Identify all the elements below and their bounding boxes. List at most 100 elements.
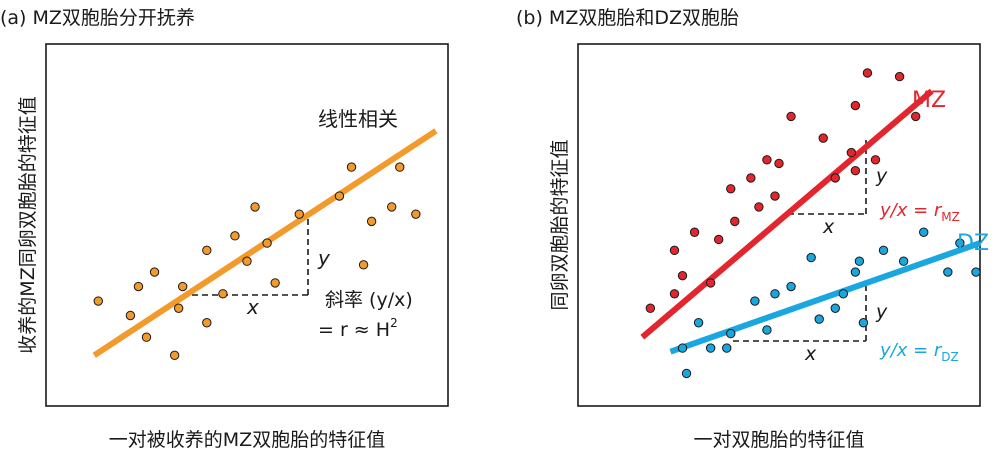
dz-point-13 — [830, 303, 840, 313]
dz-ratio-label: y/x = rDZ — [879, 340, 959, 364]
mz-point-12 — [762, 155, 772, 165]
dz-point-15 — [850, 267, 861, 277]
mz-point-15 — [786, 111, 796, 122]
panel-a-slope-label: 斜率 (y/x) — [325, 289, 413, 311]
dz-ratio-main: y/x = r — [879, 340, 943, 361]
panel-a-x-axis-label: 一对被收养的MZ双胞胎的特征值 — [109, 429, 385, 451]
dz-point-2 — [681, 368, 692, 379]
panel-a-point-5 — [133, 281, 144, 292]
dz-points — [677, 227, 981, 379]
mz-point-23 — [910, 111, 921, 122]
panel-a-point-11 — [230, 231, 240, 241]
mz-ratio-subscript: MZ — [941, 210, 960, 224]
dz-point-14 — [838, 289, 849, 299]
mz-ratio-main: y/x = r — [879, 200, 943, 221]
panel-b-x-axis-label: 一对双胞胎的特征值 — [693, 429, 864, 451]
panel-a-point-18 — [366, 216, 377, 227]
mz-series-label: MZ — [912, 88, 946, 113]
dz-point-10 — [786, 281, 796, 292]
dz-point-9 — [770, 289, 780, 299]
mz-point-20 — [870, 155, 881, 165]
panel-a-point-3 — [141, 332, 152, 342]
dz-point-12 — [814, 314, 824, 324]
panel-b-dz-y-mark: y — [875, 301, 888, 323]
mz-point-24 — [850, 166, 861, 176]
dz-point-16 — [858, 318, 869, 328]
mz-point-13 — [770, 191, 780, 201]
panel-a-point-14 — [262, 238, 272, 248]
panel-a-point-21 — [395, 162, 405, 172]
panel-a-point-15 — [270, 278, 280, 288]
mz-point-5 — [689, 227, 700, 237]
panel-a-formula: = r ≈ H2 — [318, 316, 398, 341]
panel-b-dz-x-mark: x — [804, 343, 817, 365]
mz-point-1 — [645, 303, 656, 313]
panel-a-point-6 — [177, 281, 188, 292]
dz-point-1 — [677, 343, 688, 353]
dz-point-18 — [898, 256, 909, 266]
mz-point-8 — [726, 184, 736, 194]
panel-a-point-1 — [93, 296, 103, 306]
panel-b-y-axis-label: 同卵双胞胎的特征值 — [549, 139, 571, 310]
dz-ratio-subscript: DZ — [941, 350, 958, 364]
panel-a-point-10 — [218, 289, 228, 299]
panel-a-point-20 — [334, 191, 345, 201]
dz-point-7 — [750, 296, 760, 306]
mz-point-9 — [730, 216, 740, 227]
panel-a-point-13 — [242, 256, 252, 266]
panel-a-point-16 — [294, 209, 304, 219]
mz-point-17 — [830, 173, 840, 183]
dz-point-17 — [878, 245, 889, 256]
panel-a-y-axis-label: 收养的MZ同卵双胞胎的特征值 — [17, 96, 39, 353]
dz-point-6 — [726, 328, 736, 339]
panel-a-point-24 — [169, 350, 180, 361]
panel-b-mz-x-mark: x — [822, 216, 835, 238]
mz-point-11 — [754, 202, 764, 212]
dz-point-4 — [705, 343, 716, 353]
mz-point-22 — [894, 71, 905, 82]
panel-a-point-8 — [202, 318, 212, 328]
mz-point-16 — [818, 133, 828, 143]
panel-b-plot-frame — [577, 43, 981, 407]
mz-point-14 — [774, 158, 784, 169]
panel-a-points — [93, 162, 421, 361]
panel-a-point-22 — [387, 202, 397, 212]
panel-a-formula-exponent: 2 — [390, 316, 398, 330]
panel-a-point-17 — [346, 162, 357, 172]
mz-point-4 — [669, 289, 680, 299]
panel-a-point-9 — [202, 245, 212, 256]
panel-a-relation-label: 线性相关 — [318, 107, 398, 131]
dz-point-5 — [722, 343, 732, 353]
panel-a-y-mark: y — [317, 246, 331, 270]
panel-b-title: (b) MZ双胞胎和DZ双胞胎 — [516, 7, 739, 29]
mz-ratio-label: y/x = rMZ — [879, 200, 960, 224]
dz-point-23 — [854, 256, 865, 266]
dz-point-11 — [806, 252, 816, 263]
dz-series-label: DZ — [957, 231, 989, 256]
panel-a-point-2 — [125, 310, 136, 321]
panel-a-title: (a) MZ双胞胎分开抚养 — [0, 7, 195, 29]
mz-point-3 — [677, 270, 688, 281]
panel-a-point-7 — [173, 303, 184, 313]
dz-fit-line — [669, 240, 981, 355]
dz-point-20 — [943, 267, 953, 277]
panel-b: (b) MZ双胞胎和DZ双胞胎 同卵双胞胎的特征值 一对双胞胎的特征值 MZ D… — [516, 7, 989, 451]
mz-point-2 — [669, 245, 680, 256]
panel-a-formula-main: = r ≈ H — [318, 319, 390, 341]
mz-fit-line — [640, 88, 934, 340]
panel-a-point-4 — [149, 267, 160, 277]
panel-a-point-19 — [358, 260, 369, 270]
mz-point-19 — [846, 147, 857, 158]
mz-point-18 — [850, 100, 861, 111]
mz-point-7 — [714, 234, 724, 245]
dz-point-8 — [762, 325, 772, 335]
mz-points — [645, 68, 921, 313]
dz-point-3 — [693, 318, 704, 328]
mz-point-10 — [746, 173, 756, 183]
dz-point-22 — [971, 267, 981, 277]
panel-a-point-12 — [250, 202, 260, 212]
dz-point-21 — [955, 238, 965, 248]
panel-a: (a) MZ双胞胎分开抚养 收养的MZ同卵双胞胎的特征值 一对被收养的MZ双胞胎… — [0, 7, 449, 451]
panel-a-x-mark: x — [246, 295, 259, 319]
